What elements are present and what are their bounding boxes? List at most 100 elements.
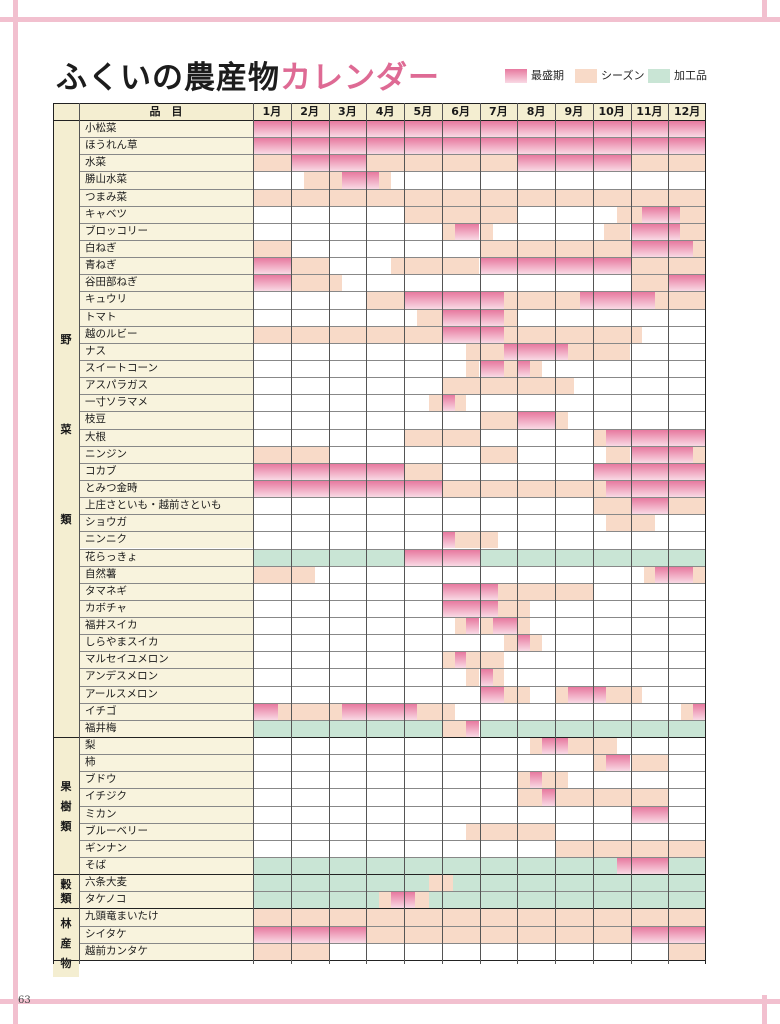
item-name: とみつ金時 [79, 479, 253, 498]
row-line [79, 291, 706, 293]
bar-peak [692, 703, 706, 720]
bar-season [366, 292, 404, 309]
bar-peak [441, 309, 505, 326]
bar-peak [466, 720, 480, 738]
row-line [79, 805, 706, 807]
column-line [592, 103, 594, 964]
row-line [79, 222, 706, 224]
bar-peak [253, 138, 706, 155]
row-line [53, 874, 706, 876]
bar-season [415, 892, 429, 909]
category-cell: 林産物 [53, 908, 79, 977]
bar-season [630, 275, 669, 292]
category-char: 菜 [60, 422, 72, 436]
column-line [366, 103, 368, 964]
bar-season [492, 669, 505, 686]
bar-proc [253, 858, 618, 875]
bar-season [504, 360, 518, 378]
bar-season [390, 258, 480, 275]
row-line [79, 788, 706, 790]
header-month: 10月 [592, 103, 631, 120]
column-line [328, 103, 330, 964]
bar-season [504, 292, 580, 309]
bar-season [379, 172, 391, 189]
item-name: 大根 [79, 428, 253, 446]
item-name: ブロッコリー [79, 222, 253, 240]
row-line [79, 565, 706, 567]
bar-season [643, 566, 656, 583]
header-month: 9月 [555, 103, 593, 120]
category-char: 類 [60, 892, 72, 906]
bar-season [290, 275, 342, 292]
bar-season [454, 395, 467, 412]
bar-season [504, 635, 518, 652]
category-char: 物 [60, 956, 72, 970]
item-name: 谷田部ねぎ [79, 274, 253, 292]
bar-season [504, 326, 642, 343]
row-line [79, 497, 706, 499]
bar-season [630, 755, 669, 772]
column-line [253, 103, 254, 964]
bar-proc [668, 858, 706, 875]
bar-peak [404, 292, 505, 309]
item-name: 梨 [79, 737, 253, 755]
column-line [79, 103, 80, 964]
item-name: 勝山水菜 [79, 171, 253, 189]
bar-season [441, 720, 467, 738]
row-line [79, 925, 706, 927]
bar-season [466, 652, 505, 669]
bar-peak [630, 223, 680, 240]
item-name: ニンニク [79, 531, 253, 549]
item-name: ギンナン [79, 839, 253, 857]
bar-season [454, 532, 499, 549]
row-line [79, 857, 706, 859]
title-accent: カレンダー [280, 60, 440, 96]
bar-peak [253, 258, 291, 275]
item-name: ショウガ [79, 514, 253, 532]
bar-season [517, 618, 531, 635]
bar-season [466, 343, 505, 360]
column-line [441, 103, 443, 964]
header-month: 5月 [404, 103, 442, 120]
item-name: 福井スイカ [79, 617, 253, 635]
bar-season [253, 909, 706, 926]
bar-season [668, 943, 706, 960]
bar-peak [479, 360, 505, 378]
item-name: タマネギ [79, 582, 253, 600]
bar-peak [630, 446, 693, 463]
border-line-top [0, 17, 780, 22]
bar-peak [605, 480, 706, 498]
row-line [79, 891, 706, 893]
row-line [79, 771, 706, 773]
bar-peak [253, 121, 706, 138]
category-char: 果 [60, 779, 72, 793]
bar-season [604, 223, 631, 240]
row-line [79, 205, 706, 207]
column-line [53, 103, 54, 964]
item-name: カボチャ [79, 599, 253, 618]
item-name: 水菜 [79, 154, 253, 172]
item-name: 白ねぎ [79, 239, 253, 258]
item-name: しらやまスイカ [79, 634, 253, 652]
bar-peak [517, 635, 531, 652]
bar-peak [479, 686, 505, 703]
item-name: マルセイユメロン [79, 651, 253, 669]
item-name: 一寸ソラマメ [79, 394, 253, 412]
header-month: 2月 [290, 103, 329, 120]
item-name: 越のルビー [79, 325, 253, 343]
bar-proc [253, 892, 380, 909]
bar-season [541, 772, 569, 789]
bar-season [498, 583, 593, 600]
item-name: イチジク [79, 788, 253, 806]
row-line [79, 822, 706, 824]
bar-peak [605, 755, 631, 772]
bar-season [555, 686, 569, 703]
border-line-left [13, 0, 18, 1024]
header-month: 4月 [366, 103, 404, 120]
bar-season [517, 772, 531, 789]
bar-season [466, 823, 555, 840]
row-line [53, 737, 706, 739]
bar-season [441, 223, 455, 240]
row-line [79, 942, 706, 944]
item-name: アンデスメロン [79, 668, 253, 686]
